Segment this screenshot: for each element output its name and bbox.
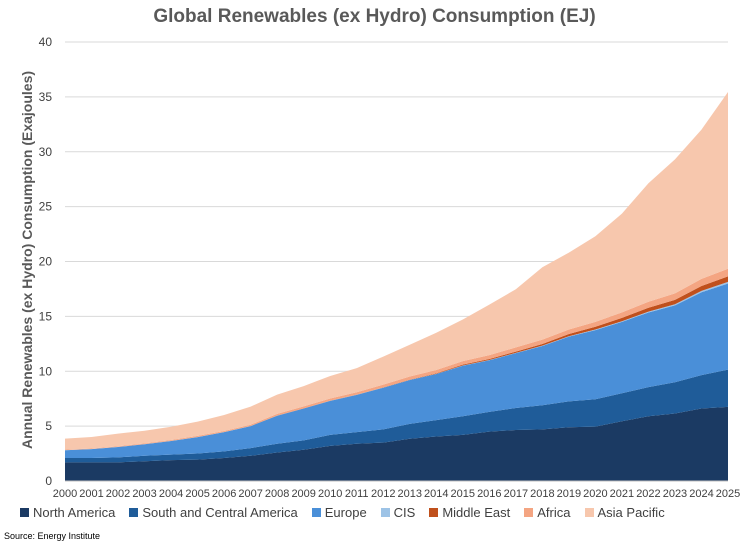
x-tick-label: 2005 (185, 488, 209, 500)
y-tick-label: 35 (39, 90, 53, 104)
y-axis-label: Annual Renewables (ex Hydro) Consumption… (19, 71, 35, 449)
x-tick-label: 2010 (318, 488, 342, 500)
legend-swatch (524, 508, 534, 517)
x-tick-label: 2013 (398, 488, 422, 500)
x-tick-label: 2000 (53, 488, 77, 500)
y-tick-label: 5 (45, 419, 52, 433)
y-tick-label: 0 (45, 474, 52, 488)
x-tick-label: 2007 (238, 488, 262, 500)
x-tick-label: 2003 (132, 488, 156, 500)
legend-item: North America (20, 505, 115, 520)
chart-title: Global Renewables (ex Hydro) Consumption… (153, 6, 596, 27)
x-tick-label: 2011 (345, 488, 369, 500)
legend-label: CIS (393, 505, 416, 520)
x-tick-label: 2025 (716, 488, 740, 500)
x-tick-label: 2015 (451, 488, 475, 500)
y-tick-label: 40 (39, 35, 53, 49)
legend-item: South and Central America (129, 505, 298, 520)
x-tick-label: 2004 (159, 488, 183, 500)
y-tick-label: 30 (39, 145, 53, 159)
x-tick-label: 2016 (477, 488, 501, 500)
legend-label: Europe (324, 505, 367, 520)
legend-swatch (584, 508, 594, 517)
x-tick-label: 2008 (265, 488, 289, 500)
legend-swatch (380, 508, 390, 517)
legend-item: Middle East (429, 505, 510, 520)
y-tick-label: 15 (39, 309, 53, 323)
x-tick-label: 2022 (636, 488, 660, 500)
legend-swatch (429, 508, 439, 517)
x-tick-label: 2002 (106, 488, 130, 500)
x-tick-label: 2018 (530, 488, 554, 500)
area-asia-pacific (65, 92, 728, 450)
legend-item: Asia Pacific (584, 505, 665, 520)
x-tick-label: 2017 (504, 488, 528, 500)
x-tick-label: 2012 (371, 488, 395, 500)
legend-item: Europe (311, 505, 367, 520)
x-axis-ticks: 2000 2001 2002 2003 2004 2005 2006 2007 2008 2009… (53, 488, 740, 500)
legend-swatch (311, 508, 321, 517)
series-areas (65, 92, 728, 482)
x-tick-label: 2020 (583, 488, 607, 500)
legend-label: Middle East (442, 505, 511, 520)
area-north-america (65, 406, 728, 481)
source-note: Source: Energy Institute (4, 531, 101, 541)
y-tick-label: 25 (39, 200, 53, 214)
y-tick-label: 20 (39, 255, 53, 269)
area-europe (65, 283, 728, 458)
legend-label: South and Central America (142, 505, 298, 520)
x-tick-label: 2024 (689, 488, 713, 500)
area-south-and-central-america (65, 369, 728, 463)
legend-label: Asia Pacific (597, 505, 665, 520)
x-tick-label: 2023 (663, 488, 687, 500)
x-tick-label: 2001 (79, 488, 103, 500)
legend-swatch (129, 508, 139, 517)
y-tick-label: 10 (39, 364, 53, 378)
x-tick-label: 2006 (212, 488, 236, 500)
legend-item: CIS (380, 505, 416, 520)
x-tick-label: 2014 (424, 488, 448, 500)
legend-item: Africa (524, 505, 571, 520)
x-tick-label: 2009 (291, 488, 315, 500)
x-tick-label: 2019 (557, 488, 581, 500)
legend: North America South and Central America Eu… (20, 505, 749, 520)
legend-swatch (20, 508, 29, 517)
legend-label: North America (33, 505, 116, 520)
legend-label: Africa (537, 505, 571, 520)
y-axis-ticks: 0 5 10 15 20 25 30 35 40 (39, 35, 53, 488)
x-tick-label: 2021 (610, 488, 634, 500)
